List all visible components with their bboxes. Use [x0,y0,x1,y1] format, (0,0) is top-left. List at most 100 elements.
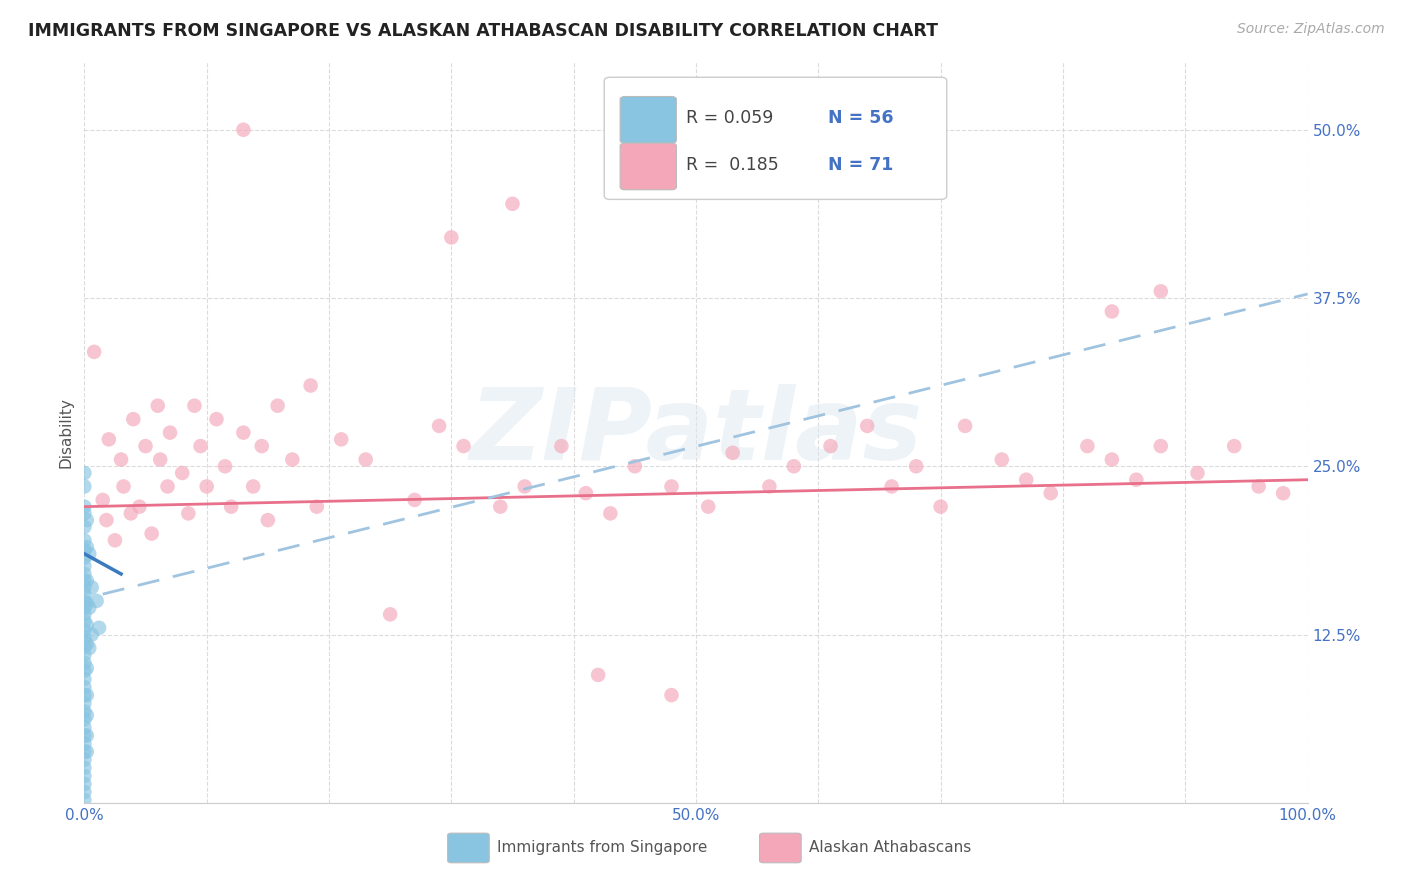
Point [232,425,254,440]
Point [77,547,100,561]
Point [80,627,103,641]
Point [502,196,524,211]
Point [77,600,100,615]
Text: IMMIGRANTS FROM SINGAPORE VS ALASKAN ATHABASCAN DISABILITY CORRELATION CHART: IMMIGRANTS FROM SINGAPORE VS ALASKAN ATH… [28,22,938,40]
Point [73,696,96,710]
Point [73,624,96,638]
Point [953,418,976,433]
Point [380,607,402,622]
Point [73,587,96,601]
Point [91,492,114,507]
Point [599,507,621,521]
Point [73,720,96,734]
Point [905,459,928,474]
Point [73,729,96,743]
Point [77,640,100,655]
Point [73,558,96,573]
Point [1223,439,1246,453]
Point [586,668,609,682]
Point [146,399,169,413]
Point [76,618,98,632]
Point [330,433,353,447]
Point [73,466,96,480]
Point [1272,486,1295,500]
Point [242,479,264,493]
FancyBboxPatch shape [620,143,676,190]
Point [73,479,96,493]
Point [73,680,96,694]
Point [73,640,96,654]
Point [404,492,426,507]
Point [159,425,181,440]
Point [880,479,903,493]
Point [73,745,96,759]
Point [73,769,96,783]
Point [73,607,96,622]
Point [257,513,280,527]
Point [1247,479,1270,493]
Text: Alaskan Athabascans: Alaskan Athabascans [808,839,970,855]
Point [991,452,1014,467]
Point [76,637,98,651]
Point [73,594,96,608]
Point [1101,304,1123,318]
Point [73,785,96,799]
Point [856,418,879,433]
Point [73,793,96,807]
Point [73,533,96,548]
Text: N = 56: N = 56 [828,109,894,127]
Point [281,452,304,467]
Point [550,439,572,453]
Point [758,479,780,493]
Point [76,661,98,675]
Point [73,542,96,557]
Point [453,439,475,453]
Text: R =  0.185: R = 0.185 [686,155,779,174]
Text: R = 0.059: R = 0.059 [686,109,773,127]
Point [205,412,228,426]
Point [76,540,98,554]
Point [575,486,598,500]
FancyBboxPatch shape [620,96,676,143]
Point [76,597,98,611]
Point [76,745,98,759]
Point [214,459,236,474]
Point [73,737,96,751]
Point [929,500,952,514]
Point [219,500,242,514]
Point [354,452,377,467]
Point [1076,439,1098,453]
Point [1150,439,1173,453]
Point [96,513,118,527]
Point [122,412,145,426]
Point [299,378,322,392]
Text: N = 71: N = 71 [828,155,893,174]
Point [73,704,96,718]
Text: Immigrants from Singapore: Immigrants from Singapore [496,839,707,855]
Point [73,688,96,702]
Point [128,500,150,514]
Point [120,507,142,521]
Text: ZIPatlas: ZIPatlas [470,384,922,481]
Point [135,439,157,453]
Point [73,600,96,615]
Point [427,418,450,433]
Point [73,656,96,670]
Point [73,777,96,791]
Point [141,526,163,541]
Point [1101,452,1123,467]
Point [110,452,132,467]
Point [73,712,96,726]
Point [73,500,96,514]
Point [820,439,842,453]
Point [232,122,254,136]
Point [1150,285,1173,299]
Point [87,621,110,635]
Point [76,688,98,702]
Point [172,466,194,480]
Point [177,507,200,521]
Point [661,688,683,702]
Point [1125,473,1147,487]
Point [73,761,96,775]
Point [83,344,105,359]
